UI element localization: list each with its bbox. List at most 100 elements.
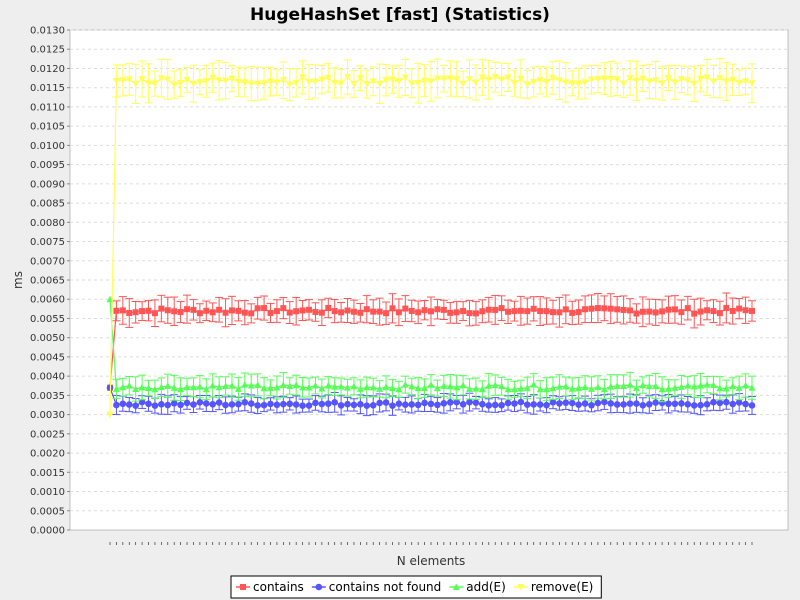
data-point (658, 385, 666, 393)
data-point (273, 79, 281, 87)
data-point (555, 383, 563, 390)
series-group (106, 58, 756, 419)
data-point (607, 400, 615, 407)
data-point (196, 310, 203, 317)
data-point (202, 78, 210, 85)
data-point (331, 383, 339, 390)
data-point (440, 306, 447, 313)
data-point (421, 399, 428, 407)
data-point (299, 74, 307, 81)
data-point (228, 401, 236, 408)
data-point (209, 74, 217, 82)
data-point (389, 305, 396, 312)
data-point (119, 307, 126, 314)
data-point (472, 79, 480, 86)
data-point (125, 76, 133, 83)
data-point (710, 398, 717, 406)
data-point (665, 75, 673, 82)
data-point (164, 401, 172, 409)
data-point (581, 79, 589, 86)
data-point (690, 80, 698, 88)
data-point (273, 308, 280, 315)
data-point (260, 80, 268, 87)
data-point (139, 308, 146, 315)
data-point (138, 398, 146, 406)
data-point (383, 310, 390, 317)
data-point (748, 402, 756, 409)
data-point (600, 75, 608, 83)
data-point (215, 399, 223, 406)
data-point (318, 385, 326, 392)
data-point (363, 383, 371, 391)
data-point (620, 306, 627, 313)
data-point (703, 381, 711, 388)
data-point (742, 78, 750, 85)
data-point (254, 305, 261, 312)
data-point (504, 74, 512, 81)
data-point (369, 383, 377, 391)
y-tick-label: 0.0035 (30, 391, 65, 402)
data-point (722, 78, 730, 85)
data-point (722, 384, 730, 392)
data-point (164, 76, 172, 83)
data-point (530, 381, 538, 388)
data-point (138, 75, 146, 83)
data-point (479, 308, 486, 315)
data-point (241, 381, 249, 388)
data-point (356, 75, 364, 82)
data-point (511, 400, 518, 407)
data-point (183, 76, 191, 84)
data-point (581, 383, 589, 391)
data-point (357, 400, 364, 408)
data-point (659, 308, 666, 315)
data-point (575, 384, 583, 392)
y-tick-label: 0.0060 (30, 295, 65, 306)
data-point (466, 385, 474, 392)
data-point (498, 305, 505, 312)
data-point (569, 309, 576, 316)
data-point (460, 308, 467, 315)
data-point (299, 383, 307, 391)
data-point (498, 401, 505, 409)
data-point (601, 305, 608, 312)
data-point (427, 400, 435, 408)
y-axis-label: ms (11, 271, 25, 289)
data-point (138, 383, 146, 391)
data-point (286, 400, 294, 408)
y-tick-label: 0.0105 (30, 122, 65, 133)
data-point (607, 305, 614, 312)
data-point (671, 306, 678, 313)
series-add-e- (106, 295, 756, 403)
data-point (639, 401, 647, 409)
data-point (652, 399, 659, 406)
data-point (607, 75, 615, 83)
data-point (626, 75, 634, 82)
data-point (658, 80, 666, 87)
data-point (177, 80, 185, 87)
data-point (633, 310, 640, 317)
data-point (273, 401, 281, 409)
data-point (337, 80, 345, 87)
data-point (690, 402, 698, 409)
data-point (645, 78, 653, 85)
data-point (408, 382, 416, 390)
data-point (395, 309, 402, 316)
data-point (523, 81, 531, 88)
data-point (241, 79, 249, 86)
data-point (228, 75, 236, 83)
data-point (709, 381, 717, 389)
data-point (234, 78, 242, 86)
data-point (440, 75, 448, 83)
data-point (164, 307, 171, 314)
y-tick-label: 0.0095 (30, 160, 65, 171)
data-point (395, 400, 403, 408)
data-point (665, 400, 672, 408)
data-point (613, 382, 621, 389)
data-point (748, 384, 756, 391)
data-point (157, 383, 165, 391)
data-point (234, 385, 242, 392)
data-point (240, 584, 246, 590)
data-point (588, 385, 595, 392)
data-point (549, 398, 557, 406)
data-point (190, 401, 197, 408)
